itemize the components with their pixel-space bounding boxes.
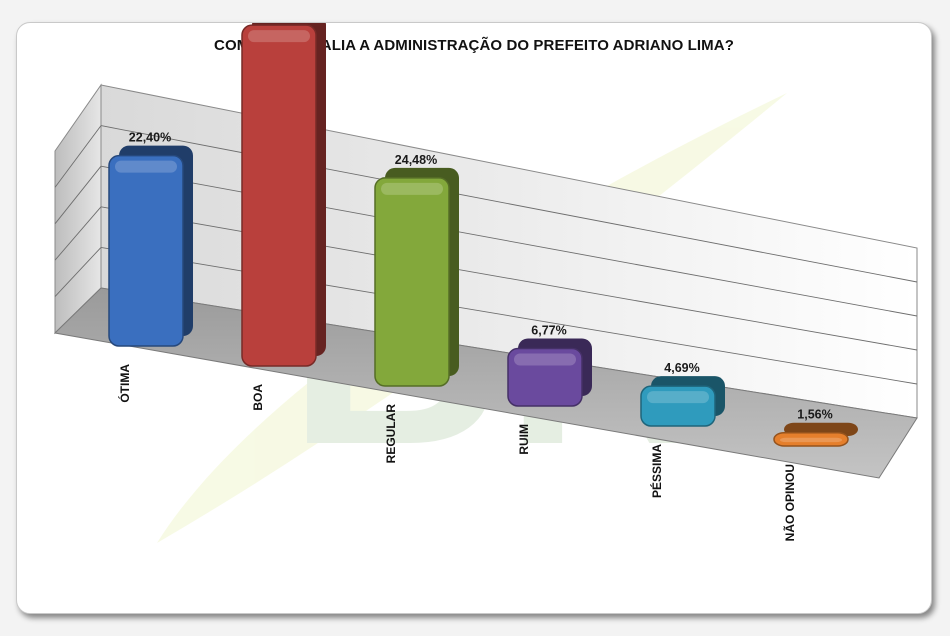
gridline — [100, 125, 918, 283]
bar-highlight — [248, 30, 310, 43]
category-label: REGULAR — [384, 404, 398, 464]
bar-highlight — [514, 353, 576, 366]
bar-boa — [241, 24, 317, 367]
chart-frame: COMO O(A) AVALIA A ADMINISTRAÇÃO DO PREF… — [16, 22, 932, 614]
gridline — [54, 165, 102, 225]
value-label: 6,77% — [531, 323, 566, 337]
gridline — [100, 206, 918, 351]
category-label: RUIM — [517, 424, 531, 455]
gridline — [54, 247, 102, 297]
value-label: 22,40% — [129, 131, 171, 145]
bar-highlight — [381, 182, 443, 195]
value-label: 1,56% — [797, 408, 832, 422]
gridline — [100, 246, 918, 385]
gridline — [54, 125, 102, 188]
value-label: 24,48% — [395, 153, 437, 167]
category-label: NÃO OPINOU — [782, 464, 797, 541]
bar-highlight — [647, 391, 709, 404]
gridline — [100, 165, 918, 317]
gridline — [54, 206, 102, 261]
category-label: BOA — [251, 384, 265, 411]
bar-highlight — [780, 437, 842, 443]
bar-regular — [374, 177, 450, 387]
category-label: PÉSSIMA — [649, 444, 664, 498]
bar-chart: BN22,40%ÓTIMA40,10%BOA24,48%REGULAR6,77%… — [53, 23, 918, 543]
chart-title: COMO O(A) AVALIA A ADMINISTRAÇÃO DO PREF… — [214, 37, 734, 54]
bar-ótima — [108, 154, 184, 347]
value-label: 4,69% — [664, 361, 699, 375]
bar-highlight — [115, 160, 177, 173]
category-label: ÓTIMA — [117, 364, 132, 403]
